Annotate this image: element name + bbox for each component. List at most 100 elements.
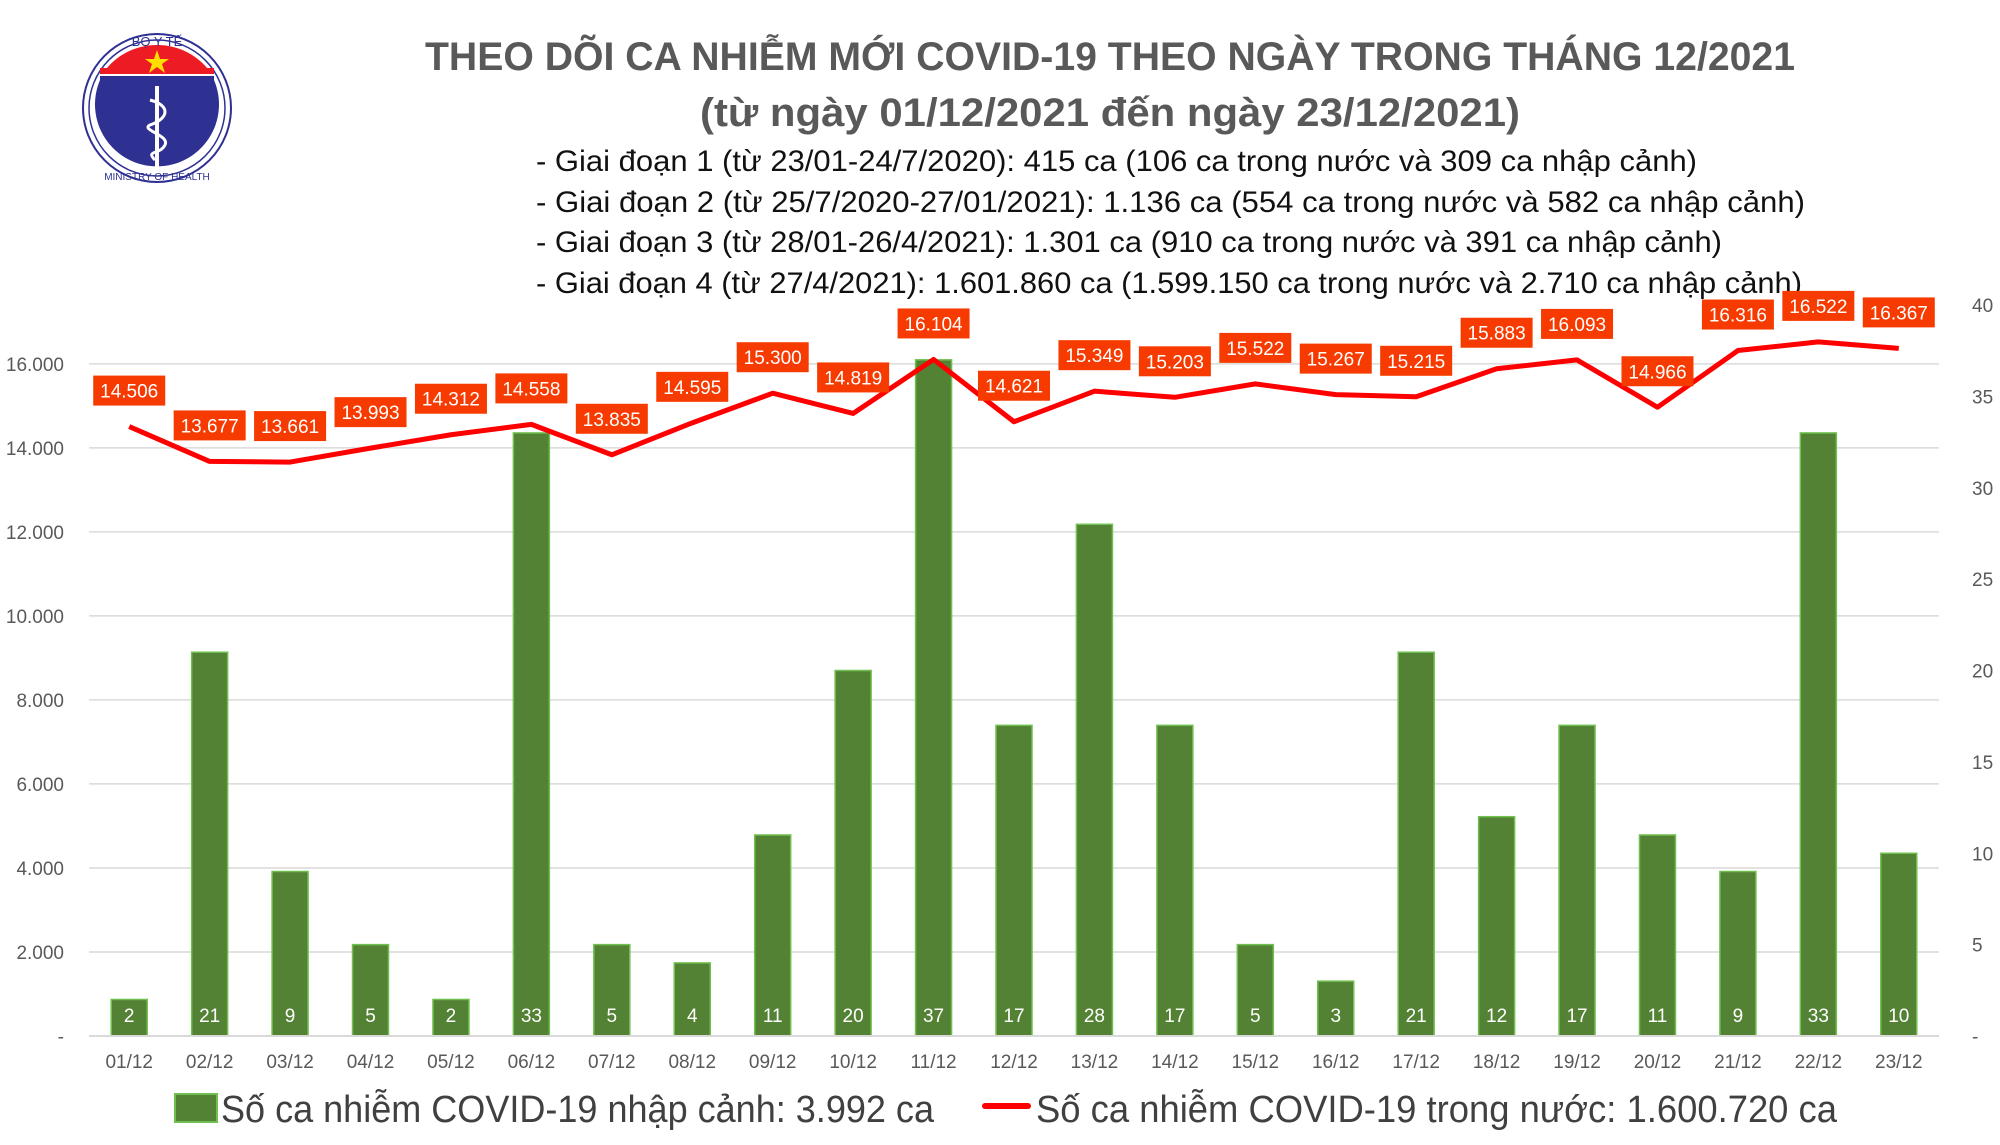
- line-data-label: 14.621: [985, 377, 1043, 398]
- bar-data-label: 11: [1648, 1006, 1668, 1027]
- legend: Số ca nhiễm COVID-19 nhập cảnh: 3.992 ca…: [174, 1088, 1838, 1131]
- line-data-label-box: [1701, 299, 1774, 330]
- line-data-label: 13.661: [261, 417, 319, 438]
- bar: [1799, 432, 1838, 1037]
- right-tick-label: 5: [1972, 936, 1983, 957]
- bar: [1638, 834, 1677, 1037]
- bar-data-label: 2: [446, 1006, 457, 1027]
- line-data-label-box: [1541, 308, 1614, 339]
- right-tick-label: 10: [1972, 844, 1993, 865]
- legend-bar-swatch: [174, 1093, 218, 1123]
- right-tick-label: 40: [1972, 296, 1993, 317]
- line-data-label-box: [1782, 290, 1855, 321]
- right-tick-label: 25: [1972, 570, 1993, 591]
- x-tick-label: 13/12: [1071, 1052, 1119, 1073]
- x-tick-label: 07/12: [588, 1052, 636, 1073]
- bar-data-label: 33: [1808, 1006, 1829, 1027]
- bar-data-label: 28: [1084, 1006, 1105, 1027]
- line-data-label-box: [495, 373, 568, 404]
- bar: [512, 432, 551, 1037]
- bar: [1397, 651, 1435, 1037]
- line-data-label-box: [736, 342, 809, 373]
- x-tick-label: 19/12: [1553, 1052, 1601, 1073]
- right-tick-label: 20: [1972, 662, 1993, 683]
- plot-area: - 2.000 4.000 6.000 8.000 10.000 12.000 14.000 1…: [6, 290, 1993, 1073]
- line-data-label: 14.312: [422, 390, 480, 411]
- right-tick-label: -: [1972, 1027, 1978, 1048]
- logo-top-text: BỘ Y TẾ: [132, 34, 183, 49]
- bar-data-label: 5: [1250, 1006, 1261, 1027]
- bar-data-label: 9: [1733, 1006, 1744, 1027]
- line-data-label: 15.300: [744, 348, 802, 369]
- legend-bar-label: Số ca nhiễm COVID-19 nhập cảnh: 3.992 ca: [221, 1088, 935, 1131]
- left-tick-label: 8.000: [16, 691, 64, 712]
- bar: [1719, 870, 1757, 1037]
- left-tick-label: 2.000: [16, 943, 64, 964]
- line-data-label-box: [334, 397, 407, 428]
- bar: [351, 943, 390, 1037]
- phase-3: - Giai đoạn 3 (từ 28/01-26/4/2021): 1.30…: [536, 226, 1722, 259]
- line-data-label-box: [1058, 340, 1131, 371]
- bar: [914, 359, 953, 1037]
- line-data-label: 14.558: [502, 379, 560, 400]
- line-data-label: 15.267: [1307, 350, 1365, 371]
- x-tick-label: 03/12: [266, 1052, 314, 1073]
- star-icon: [145, 50, 169, 73]
- line-data-label-box: [173, 410, 246, 441]
- bar: [432, 998, 470, 1037]
- line-data-label: 14.819: [824, 368, 882, 389]
- x-tick-label: 20/12: [1634, 1052, 1682, 1073]
- bar: [995, 724, 1033, 1037]
- bar-data-label: 2: [124, 1006, 135, 1027]
- x-tick-label: 06/12: [508, 1052, 556, 1073]
- x-tick-label: 16/12: [1312, 1052, 1360, 1073]
- line-data-label-box: [1219, 332, 1292, 363]
- left-tick-label: -: [58, 1027, 64, 1048]
- bar: [1236, 943, 1275, 1037]
- line-data-label: 14.966: [1628, 362, 1686, 383]
- bar: [1477, 815, 1516, 1037]
- line-data-label-box: [93, 375, 166, 406]
- left-tick-label: 10.000: [6, 607, 64, 628]
- left-tick-label: 12.000: [6, 523, 64, 544]
- line-data-label: 13.835: [583, 410, 641, 431]
- x-tick-label: 09/12: [749, 1052, 797, 1073]
- line-data-label-box: [817, 362, 890, 393]
- bar: [1880, 852, 1918, 1037]
- bar: [190, 651, 229, 1037]
- serpent-icon: [146, 98, 167, 162]
- bar: [593, 943, 631, 1037]
- line-data-label: 15.883: [1468, 324, 1526, 345]
- bar-data-label: 33: [521, 1006, 542, 1027]
- bar-data-label: 17: [1003, 1006, 1024, 1027]
- line-data-label-box: [897, 308, 970, 339]
- line-data-label: 14.506: [100, 382, 158, 403]
- left-tick-label: 16.000: [6, 355, 64, 376]
- x-tick-label: 04/12: [347, 1052, 395, 1073]
- bar-data-label: 10: [1888, 1006, 1909, 1027]
- bar: [271, 870, 309, 1037]
- line-data-label: 16.316: [1709, 306, 1767, 327]
- bar-data-label: 21: [1406, 1006, 1427, 1027]
- line-data-label-box: [656, 371, 729, 402]
- right-tick-label: 15: [1972, 753, 1993, 774]
- bar-data-label: 17: [1164, 1006, 1185, 1027]
- bar: [673, 962, 712, 1037]
- bar-data-label: 21: [199, 1006, 220, 1027]
- line-data-label: 14.595: [663, 378, 721, 399]
- phase-1: - Giai đoạn 1 (từ 23/01-24/7/2020): 415 …: [536, 145, 1697, 178]
- x-tick-label: 17/12: [1392, 1052, 1440, 1073]
- line-data-label-box: [1380, 345, 1453, 376]
- line-data-label: 16.367: [1870, 303, 1928, 324]
- line-data-label: 15.203: [1146, 352, 1204, 373]
- line-data-label: 15.522: [1226, 339, 1284, 360]
- bar-data-label: 9: [285, 1006, 296, 1027]
- line-data-label-box: [1299, 343, 1372, 374]
- x-tick-label: 01/12: [105, 1052, 153, 1073]
- bar-data-label: 12: [1486, 1006, 1507, 1027]
- bar: [1075, 523, 1114, 1037]
- x-tick-label: 22/12: [1795, 1052, 1843, 1073]
- logo-bottom-text: MINISTRY OF HEALTH: [104, 172, 210, 183]
- line-data-label-box: [1862, 297, 1935, 328]
